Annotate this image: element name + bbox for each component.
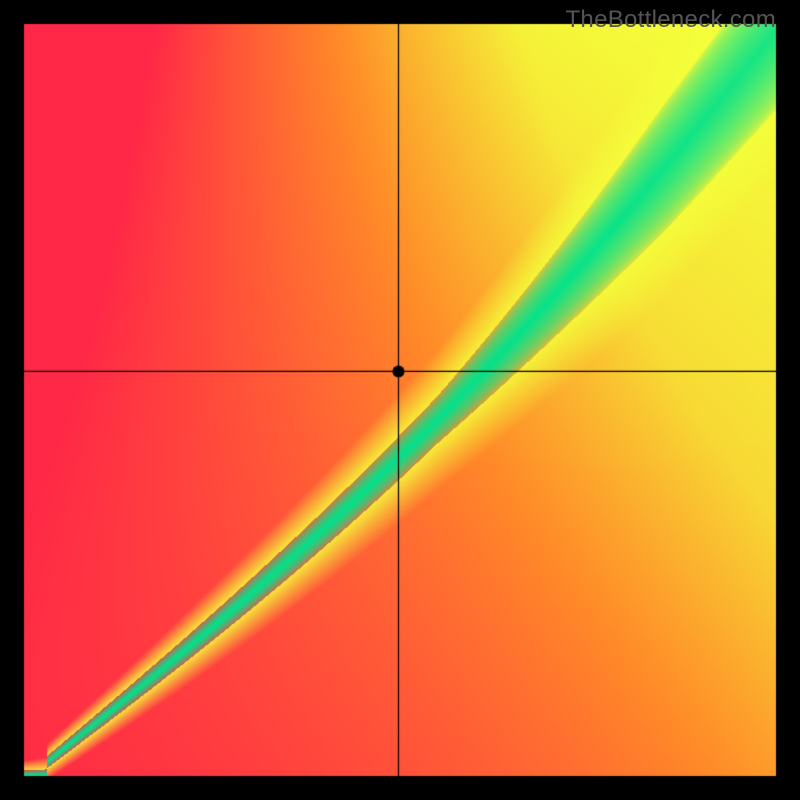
chart-container: TheBottleneck.com <box>0 0 800 800</box>
bottleneck-heatmap <box>0 0 800 800</box>
watermark-text: TheBottleneck.com <box>565 6 776 34</box>
